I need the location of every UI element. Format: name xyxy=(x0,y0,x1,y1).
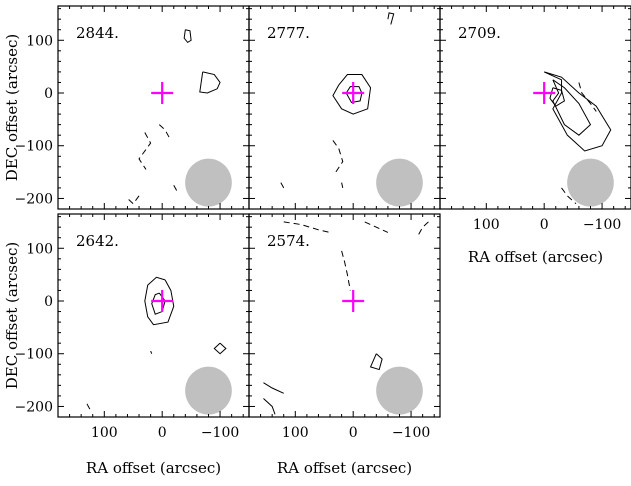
panel-frame xyxy=(439,5,631,210)
contour-positive xyxy=(150,350,153,354)
beam-ellipse xyxy=(567,158,614,207)
x-tick-label: 100 xyxy=(282,425,309,441)
contour-negative xyxy=(561,187,577,205)
contour-negative xyxy=(332,140,344,173)
contour-positive xyxy=(387,12,395,25)
beam-ellipse xyxy=(185,366,232,415)
y-tick-label: −200 xyxy=(15,399,53,415)
x-tick-label: −100 xyxy=(201,425,239,441)
contour-negative xyxy=(86,403,91,410)
panel-label: 2709. xyxy=(458,24,501,42)
contour-positive xyxy=(213,342,227,355)
panel-label: 2844. xyxy=(76,24,119,42)
contour-negative xyxy=(127,195,140,205)
panel-frame xyxy=(248,213,441,418)
y-tick-label: −100 xyxy=(15,139,53,155)
y-tick-label: 0 xyxy=(44,86,53,102)
contour-negative xyxy=(341,250,351,291)
x-tick-label: 100 xyxy=(91,425,118,441)
contour-positive xyxy=(341,182,344,189)
contour-positive xyxy=(369,353,383,371)
contour-positive xyxy=(199,71,221,94)
panel-3: 2642. 100 0 −100 RA offset (arcsec) 100 0 −100 −… xyxy=(3,213,250,477)
beam-ellipse xyxy=(376,158,423,207)
x-tick-label: 0 xyxy=(158,425,167,441)
contour-negative xyxy=(578,82,597,112)
panel-2: 2709. 100 0 −100 RA offset (arcsec) xyxy=(439,5,631,266)
y-axis-label: DEC offset (arcsec) xyxy=(3,242,21,389)
x-axis-label: RA offset (arcsec) xyxy=(468,248,603,266)
contour-negative xyxy=(283,221,331,233)
contour-positive xyxy=(263,398,276,415)
contour-positive xyxy=(183,29,192,44)
y-axis-label: DEC offset (arcsec) xyxy=(3,34,21,181)
contour-positive xyxy=(549,87,566,107)
contour-positive xyxy=(144,276,175,326)
x-axis-label: RA offset (arcsec) xyxy=(277,459,412,477)
y-tick-label: −100 xyxy=(15,347,53,363)
x-tick-label: −100 xyxy=(583,217,621,233)
x-tick-label: 0 xyxy=(349,425,358,441)
contour-positive xyxy=(263,382,284,394)
y-tick-label: 100 xyxy=(26,33,53,49)
contour-negative xyxy=(173,185,178,191)
beam-ellipse xyxy=(376,366,423,415)
panel-4: 2574. 100 0 −100 RA offset (arcsec) xyxy=(248,213,441,477)
beam-ellipse xyxy=(185,158,232,207)
x-tick-label: 100 xyxy=(473,217,500,233)
y-tick-label: 0 xyxy=(44,294,53,310)
contour-negative xyxy=(280,182,285,189)
contour-negative xyxy=(364,221,389,233)
panel-label: 2642. xyxy=(76,232,119,250)
contour-positive xyxy=(332,74,372,115)
panel-label: 2777. xyxy=(267,24,310,42)
x-tick-label: 0 xyxy=(540,217,549,233)
panel-0: 2844. 100 0 −100 −200 DEC offset (arcsec) xyxy=(3,5,250,210)
contour-positive xyxy=(552,79,592,136)
y-tick-label: 100 xyxy=(26,241,53,257)
panel-label: 2574. xyxy=(267,232,310,250)
contour-negative xyxy=(158,124,172,141)
panel-1: 2777. xyxy=(248,5,441,210)
x-tick-label: −100 xyxy=(392,425,430,441)
contour-negative xyxy=(138,132,152,170)
x-axis-label: RA offset (arcsec) xyxy=(86,459,221,477)
contour-negative xyxy=(416,221,429,238)
y-tick-label: −200 xyxy=(15,191,53,207)
